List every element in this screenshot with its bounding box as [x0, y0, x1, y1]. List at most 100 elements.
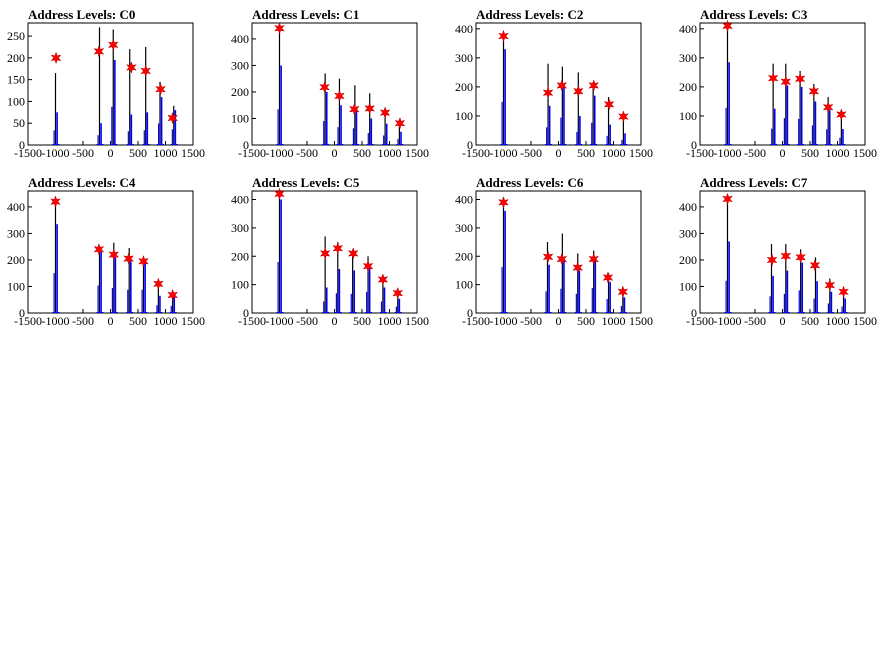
- peak-marker: [572, 85, 584, 98]
- x-tick-label: 1500: [181, 146, 205, 160]
- x-tick-label: -1500: [462, 146, 490, 160]
- x-tick-label: 0: [556, 314, 562, 328]
- peak-marker: [838, 285, 849, 299]
- x-tick-label: -1500: [14, 146, 42, 160]
- peak-marker: [722, 192, 733, 206]
- plot-frame: [475, 190, 642, 314]
- x-tick-label: 0: [332, 146, 338, 160]
- peak-marker: [556, 252, 568, 266]
- peak-marker: [498, 196, 509, 209]
- plot-frame: [699, 190, 866, 314]
- y-tick-label: 400: [679, 200, 697, 214]
- y-tick-label: 100: [231, 278, 249, 292]
- peak-marker: [274, 22, 285, 35]
- plot-frame: [27, 22, 194, 146]
- peak-marker: [332, 242, 344, 255]
- y-tick-label: 300: [231, 221, 249, 235]
- peak-marker: [794, 72, 806, 86]
- y-tick-label: 400: [7, 200, 25, 214]
- y-tick-label: 300: [679, 226, 697, 240]
- peak-marker: [334, 89, 345, 103]
- x-tick-label: 500: [129, 146, 147, 160]
- x-tick-label: 500: [577, 146, 595, 160]
- y-tick-label: 0: [19, 306, 25, 320]
- x-tick-label: -1000: [42, 314, 70, 328]
- y-tick-label: 200: [231, 85, 249, 99]
- x-tick-label: 1000: [602, 146, 626, 160]
- x-tick-label: 1000: [378, 146, 402, 160]
- peak-marker: [617, 110, 629, 123]
- chart-title: Address Levels: C5: [252, 175, 360, 190]
- peak-marker: [572, 261, 584, 274]
- chart-panel: Address Levels: C3-1500 -1000 -500 0 500 1000…: [679, 7, 877, 160]
- x-tick-label: 1000: [154, 146, 178, 160]
- peak-marker: [542, 86, 554, 99]
- x-tick-label: 1000: [826, 146, 850, 160]
- peak-marker: [824, 278, 836, 292]
- x-tick-label: -1000: [490, 314, 518, 328]
- y-tick-label: 200: [455, 80, 473, 94]
- peak-marker: [107, 38, 119, 52]
- y-tick-label: 0: [19, 138, 25, 152]
- y-tick-label: 150: [7, 73, 25, 87]
- x-tick-label: 1000: [154, 314, 178, 328]
- peak-marker: [167, 111, 179, 125]
- y-tick-label: 0: [467, 306, 473, 320]
- x-tick-label: 500: [353, 314, 371, 328]
- y-tick-label: 400: [455, 193, 473, 207]
- y-tick-label: 100: [231, 111, 249, 125]
- chart-title: Address Levels: C7: [700, 175, 808, 190]
- peak-marker: [319, 247, 331, 260]
- peak-marker: [588, 252, 600, 266]
- y-tick-label: 200: [455, 249, 473, 263]
- peak-marker: [603, 98, 615, 111]
- peak-marker: [392, 286, 404, 300]
- x-tick-label: 0: [332, 314, 338, 328]
- x-tick-label: 500: [353, 146, 371, 160]
- peak-marker: [123, 252, 135, 265]
- peak-marker: [348, 102, 360, 116]
- peak-marker: [108, 248, 120, 261]
- chart-panel: Address Levels: C7-1500 -1000 -500 0 500 1000…: [679, 175, 877, 328]
- peak-marker: [364, 102, 376, 115]
- y-tick-label: 50: [13, 116, 25, 130]
- chart-title: Address Levels: C6: [476, 175, 584, 190]
- x-tick-label: -1500: [238, 146, 266, 160]
- x-tick-label: 500: [801, 314, 819, 328]
- peak-marker: [379, 106, 391, 119]
- peak-marker: [780, 249, 792, 263]
- x-tick-label: -500: [520, 146, 542, 160]
- y-tick-label: 100: [7, 94, 25, 108]
- peak-marker: [93, 45, 105, 58]
- peak-marker: [498, 29, 509, 43]
- chart-title: Address Levels: C4: [28, 175, 136, 190]
- y-tick-label: 200: [231, 249, 249, 263]
- x-tick-label: 1500: [629, 314, 653, 328]
- peak-marker: [93, 243, 105, 256]
- x-tick-label: 1000: [378, 314, 402, 328]
- peak-marker: [556, 79, 568, 92]
- y-tick-label: 100: [455, 109, 473, 123]
- y-tick-label: 0: [691, 306, 697, 320]
- peak-marker: [394, 116, 406, 130]
- chart-panel: Address Levels: C0-1500 -1000 -500 0 500 1000…: [7, 7, 205, 160]
- peak-marker: [780, 75, 792, 88]
- peak-marker: [140, 64, 152, 78]
- peak-marker: [152, 277, 164, 291]
- x-tick-label: 1500: [629, 146, 653, 160]
- y-tick-label: 300: [455, 51, 473, 65]
- x-tick-label: 1500: [405, 314, 429, 328]
- y-tick-label: 200: [7, 253, 25, 267]
- plot-frame: [251, 22, 418, 146]
- x-tick-label: -1000: [42, 146, 70, 160]
- x-tick-label: -1000: [714, 314, 742, 328]
- peak-marker: [319, 80, 331, 94]
- peak-marker: [347, 247, 359, 260]
- x-tick-label: 1500: [181, 314, 205, 328]
- x-tick-label: -500: [520, 314, 542, 328]
- y-tick-label: 300: [7, 226, 25, 240]
- y-tick-label: 400: [231, 32, 249, 46]
- peak-marker: [588, 79, 600, 92]
- peak-marker: [617, 285, 629, 298]
- y-tick-label: 300: [679, 51, 697, 65]
